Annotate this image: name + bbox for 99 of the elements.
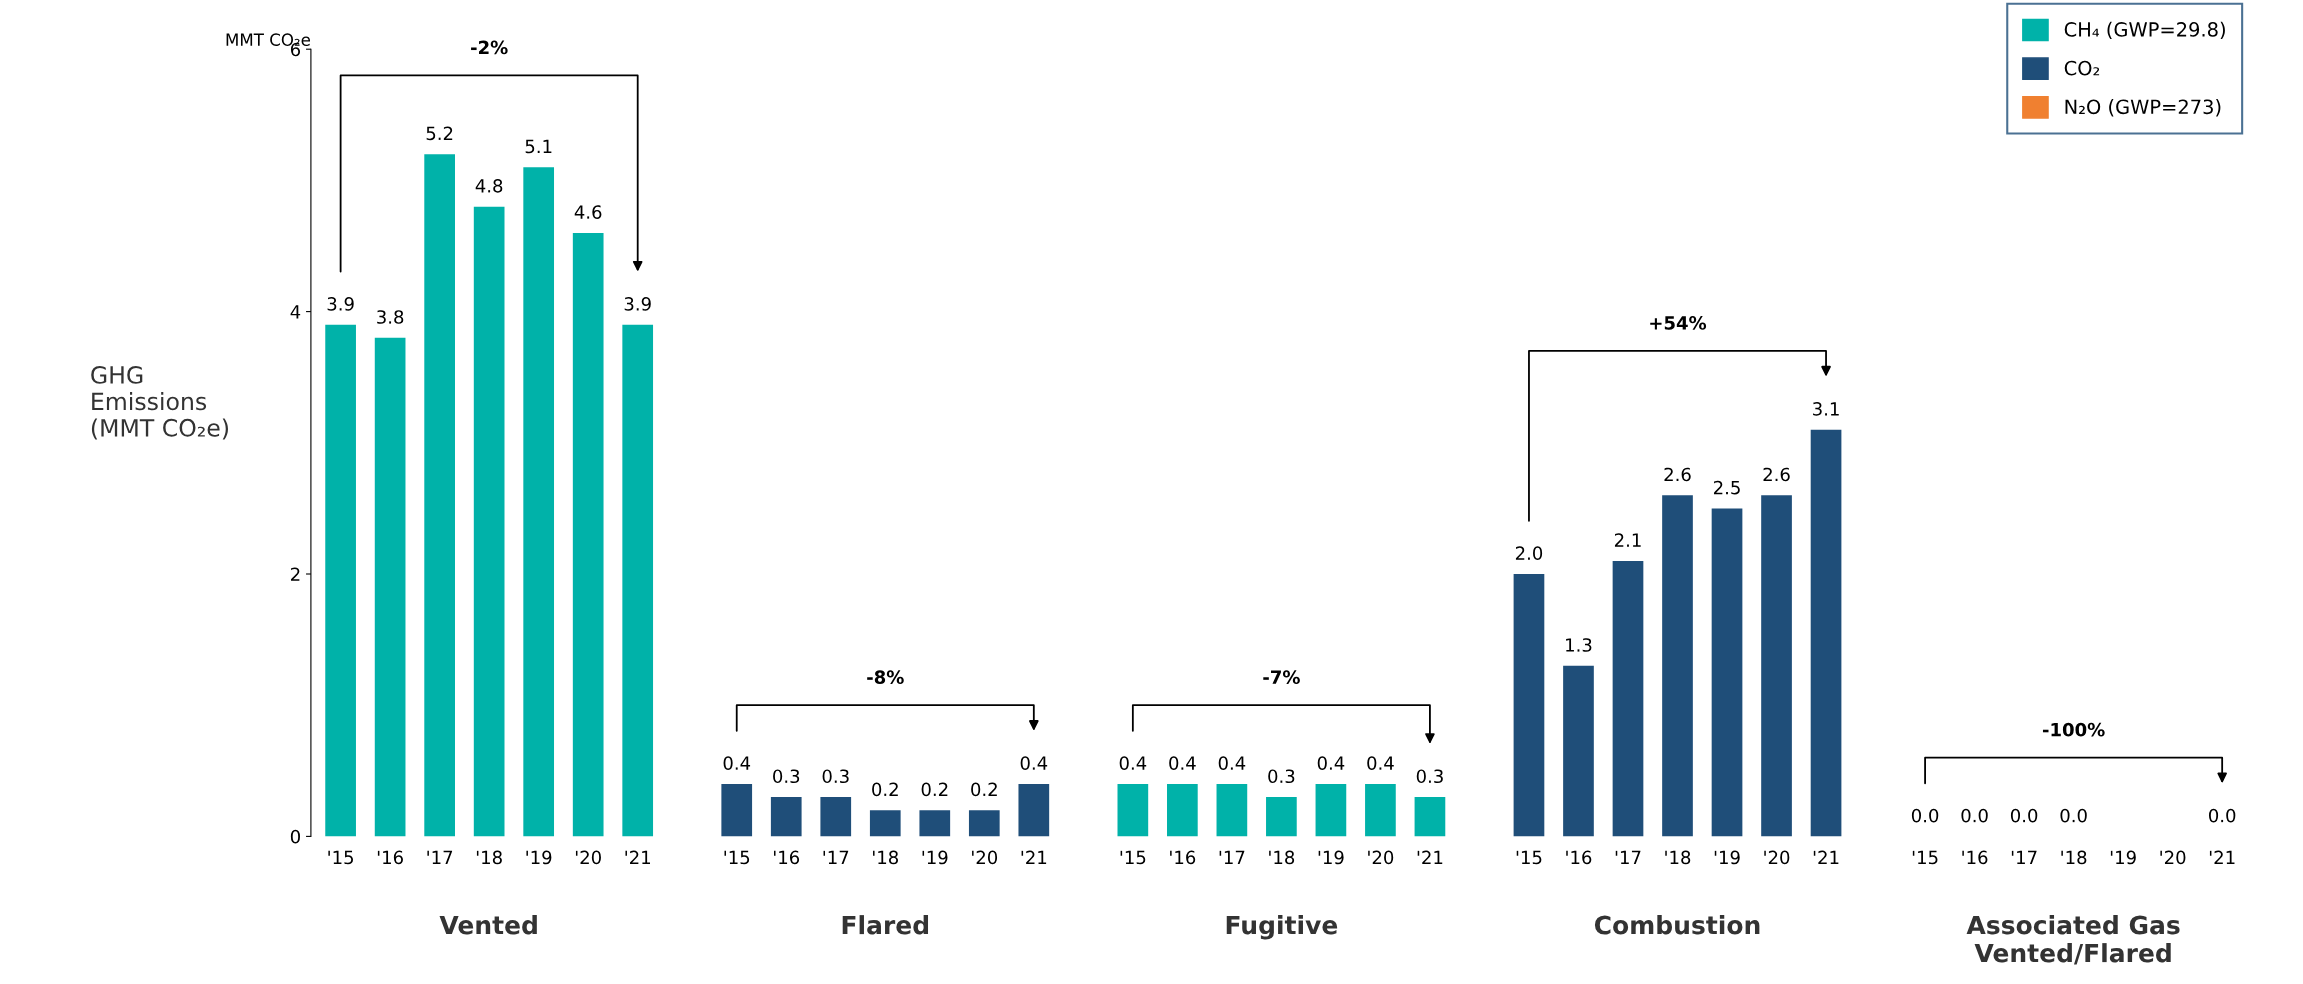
x-tick-label: '21: [1813, 850, 1839, 865]
data-label: 0.0: [2010, 808, 2038, 823]
legend-label: CO₂: [2064, 60, 2100, 76]
annotation: -2%: [471, 40, 508, 55]
bar: [572, 232, 604, 837]
x-tick-label: '20: [1368, 850, 1394, 865]
bar: [1662, 495, 1693, 837]
x-tick-label: '16: [774, 850, 800, 865]
x-tick-label: '21: [2209, 850, 2235, 865]
bar: [1810, 429, 1842, 837]
data-label: 0.4: [723, 756, 751, 770]
x-tick-label: '21: [625, 850, 650, 865]
x-tick-label: '17: [2011, 850, 2037, 865]
data-label: 5.2: [426, 126, 453, 141]
x-tick-label: '18: [873, 850, 899, 865]
bar: [1612, 560, 1644, 837]
y-tick-label: 0: [290, 829, 300, 844]
data-label: 0.0: [2060, 808, 2087, 823]
annotation: -8%: [867, 670, 904, 684]
data-label: 2.5: [1713, 480, 1740, 495]
data-label: 3.9: [327, 297, 354, 311]
x-tick-label: '19: [1318, 850, 1344, 865]
x-tick-label: '21: [1417, 850, 1443, 865]
data-label: 0.4: [1119, 756, 1147, 770]
x-tick-label: '16: [377, 850, 403, 865]
x-tick-label: '18: [2061, 850, 2087, 865]
data-label: 0.0: [2209, 808, 2236, 823]
x-tick-label: '16: [1962, 850, 1988, 865]
data-label: 0.3: [773, 769, 800, 784]
x-tick-label: '20: [2160, 850, 2186, 865]
bar: [1711, 508, 1743, 837]
data-label: 0.4: [1169, 756, 1196, 770]
x-tick-label: '18: [1269, 850, 1295, 865]
data-label: 1.3: [1566, 638, 1592, 652]
x-tick-label: '15: [724, 850, 750, 865]
data-label: 2.6: [1763, 467, 1790, 482]
bar: [424, 154, 455, 837]
data-label: 0.4: [1218, 756, 1246, 770]
x-tick-label: '20: [972, 850, 998, 865]
x-tick-label: '19: [922, 850, 948, 865]
x-tick-label: '15: [1516, 850, 1542, 865]
x-tick-label: '18: [1665, 850, 1691, 865]
data-label: 0.2: [872, 782, 898, 797]
data-label: 3.1: [1813, 402, 1839, 416]
data-label: 3.9: [624, 297, 651, 311]
data-label: 0.4: [1020, 756, 1048, 770]
text: Associated Gas Vented/Flared: [1966, 915, 2180, 965]
x-tick-label: '17: [1615, 850, 1641, 865]
data-label: 2.0: [1515, 546, 1543, 561]
data-label: 0.3: [822, 769, 849, 784]
data-label: 4.8: [475, 178, 503, 193]
data-label: 0.4: [1317, 756, 1345, 770]
x-tick-label: '16: [1170, 850, 1196, 865]
annotation: +54%: [1650, 316, 1707, 330]
x-tick-label: '19: [526, 850, 552, 865]
data-label: 2.6: [1664, 467, 1691, 482]
x-tick-label: '17: [1219, 850, 1245, 865]
text: Fugitive: [1226, 915, 1338, 940]
x-tick-label: '16: [1566, 850, 1592, 865]
text: Vented: [439, 915, 537, 935]
text: Combustion: [1594, 915, 1760, 935]
data-label: 0.0: [1911, 808, 1939, 823]
x-tick-label: '15: [1912, 850, 1938, 865]
data-label: 0.3: [1416, 769, 1443, 784]
bar: [622, 324, 654, 837]
bar: [1761, 495, 1792, 837]
data-label: 0.3: [1268, 769, 1295, 784]
bar: [523, 167, 555, 837]
annotation: -7%: [1263, 670, 1300, 684]
x-tick-label: '21: [1021, 850, 1047, 865]
bar: [1563, 665, 1594, 837]
data-label: 3.8: [377, 310, 404, 324]
legend-label: CH₄ (GWP=29.8): [2064, 21, 2225, 40]
bar: [473, 206, 505, 837]
annotation: -100%: [2042, 722, 2105, 737]
data-label: 0.0: [1961, 808, 1988, 823]
y-tick-label: 2: [291, 567, 300, 581]
bar: [374, 337, 406, 837]
legend-label: N₂O (GWP=273): [2065, 99, 2221, 117]
data-label: 4.6: [574, 205, 602, 219]
data-label: 5.1: [525, 139, 552, 154]
bar: [1513, 574, 1545, 837]
bar: [325, 324, 356, 837]
y-tick-label: 4: [290, 305, 301, 319]
data-label: 0.2: [971, 782, 997, 797]
data-label: 0.4: [1367, 756, 1394, 770]
x-tick-label: '18: [476, 850, 502, 865]
data-label: 2.1: [1614, 533, 1641, 547]
x-tick-label: '15: [328, 850, 354, 865]
x-tick-label: '19: [1714, 850, 1740, 865]
x-tick-label: '17: [823, 850, 849, 865]
x-tick-label: '15: [1120, 850, 1146, 865]
x-tick-label: '20: [575, 850, 601, 865]
x-tick-label: '20: [1764, 850, 1790, 865]
text: Flared: [842, 915, 929, 935]
x-tick-label: '17: [427, 850, 453, 865]
x-tick-label: '19: [2110, 850, 2136, 865]
y-axis-title: GHG Emissions (MMT CO₂e): [91, 365, 228, 440]
data-label: 0.2: [921, 782, 948, 797]
